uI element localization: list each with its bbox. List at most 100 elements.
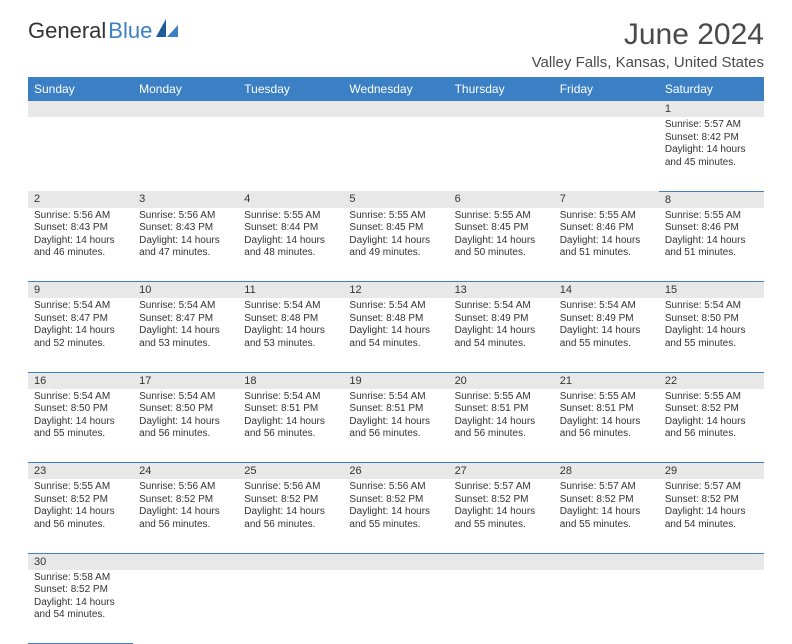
sunset-text: Sunset: 8:52 PM (665, 494, 758, 507)
daylight-text: Daylight: 14 hours and 56 minutes. (455, 416, 548, 441)
sunrise-text: Sunrise: 5:56 AM (139, 210, 232, 223)
day-cell: Sunrise: 5:54 AMSunset: 8:48 PMDaylight:… (343, 298, 448, 372)
day-cell-content: Sunrise: 5:54 AMSunset: 8:48 PMDaylight:… (238, 298, 343, 354)
sunrise-text: Sunrise: 5:55 AM (665, 210, 758, 223)
day-cell-content: Sunrise: 5:56 AMSunset: 8:52 PMDaylight:… (238, 479, 343, 535)
calendar-table: SundayMondayTuesdayWednesdayThursdayFrid… (28, 77, 764, 644)
title-block: June 2024 Valley Falls, Kansas, United S… (532, 18, 764, 71)
day-content-row: Sunrise: 5:56 AMSunset: 8:43 PMDaylight:… (28, 208, 764, 282)
day-number (238, 553, 343, 570)
day-cell (554, 570, 659, 644)
sunset-text: Sunset: 8:48 PM (349, 313, 442, 326)
day-number: 14 (554, 282, 659, 299)
day-cell (554, 117, 659, 191)
day-cell-content: Sunrise: 5:58 AMSunset: 8:52 PMDaylight:… (28, 570, 133, 626)
day-number (449, 553, 554, 570)
weekday-header: Thursday (449, 77, 554, 101)
sunrise-text: Sunrise: 5:54 AM (34, 391, 127, 404)
weekday-header-row: SundayMondayTuesdayWednesdayThursdayFrid… (28, 77, 764, 101)
sunrise-text: Sunrise: 5:55 AM (560, 210, 653, 223)
sunset-text: Sunset: 8:52 PM (34, 584, 127, 597)
day-cell: Sunrise: 5:57 AMSunset: 8:42 PMDaylight:… (659, 117, 764, 191)
day-cell-content: Sunrise: 5:55 AMSunset: 8:51 PMDaylight:… (449, 389, 554, 445)
day-cell: Sunrise: 5:55 AMSunset: 8:51 PMDaylight:… (449, 389, 554, 463)
day-cell: Sunrise: 5:55 AMSunset: 8:45 PMDaylight:… (343, 208, 448, 282)
sunrise-text: Sunrise: 5:55 AM (244, 210, 337, 223)
sunrise-text: Sunrise: 5:54 AM (139, 391, 232, 404)
day-cell-content: Sunrise: 5:57 AMSunset: 8:52 PMDaylight:… (659, 479, 764, 535)
weekday-header: Tuesday (238, 77, 343, 101)
daylight-text: Daylight: 14 hours and 55 minutes. (665, 325, 758, 350)
day-cell: Sunrise: 5:56 AMSunset: 8:52 PMDaylight:… (133, 479, 238, 553)
day-number (343, 553, 448, 570)
daylight-text: Daylight: 14 hours and 54 minutes. (455, 325, 548, 350)
day-number: 27 (449, 463, 554, 480)
day-cell: Sunrise: 5:54 AMSunset: 8:50 PMDaylight:… (659, 298, 764, 372)
sunset-text: Sunset: 8:52 PM (455, 494, 548, 507)
day-cell-content: Sunrise: 5:56 AMSunset: 8:43 PMDaylight:… (28, 208, 133, 264)
day-cell-content: Sunrise: 5:55 AMSunset: 8:45 PMDaylight:… (449, 208, 554, 264)
day-number: 13 (449, 282, 554, 299)
daylight-text: Daylight: 14 hours and 53 minutes. (244, 325, 337, 350)
daylight-text: Daylight: 14 hours and 48 minutes. (244, 235, 337, 260)
sunrise-text: Sunrise: 5:58 AM (34, 572, 127, 585)
logo-text-1: General (28, 18, 106, 44)
day-number (238, 101, 343, 117)
day-content-row: Sunrise: 5:55 AMSunset: 8:52 PMDaylight:… (28, 479, 764, 553)
day-cell: Sunrise: 5:55 AMSunset: 8:45 PMDaylight:… (449, 208, 554, 282)
day-number: 20 (449, 372, 554, 389)
sunrise-text: Sunrise: 5:54 AM (139, 300, 232, 313)
sunrise-text: Sunrise: 5:56 AM (34, 210, 127, 223)
daylight-text: Daylight: 14 hours and 53 minutes. (139, 325, 232, 350)
daylight-text: Daylight: 14 hours and 54 minutes. (349, 325, 442, 350)
day-number: 1 (659, 101, 764, 117)
day-cell (343, 117, 448, 191)
sunset-text: Sunset: 8:46 PM (665, 222, 758, 235)
day-number: 26 (343, 463, 448, 480)
sunrise-text: Sunrise: 5:55 AM (455, 210, 548, 223)
day-cell (343, 570, 448, 644)
sunrise-text: Sunrise: 5:55 AM (455, 391, 548, 404)
sunset-text: Sunset: 8:45 PM (455, 222, 548, 235)
sunset-text: Sunset: 8:47 PM (34, 313, 127, 326)
day-number: 25 (238, 463, 343, 480)
day-cell: Sunrise: 5:55 AMSunset: 8:51 PMDaylight:… (554, 389, 659, 463)
day-cell: Sunrise: 5:55 AMSunset: 8:52 PMDaylight:… (659, 389, 764, 463)
day-cell-content: Sunrise: 5:54 AMSunset: 8:50 PMDaylight:… (133, 389, 238, 445)
day-number: 24 (133, 463, 238, 480)
sunset-text: Sunset: 8:51 PM (560, 403, 653, 416)
day-number: 11 (238, 282, 343, 299)
sunset-text: Sunset: 8:44 PM (244, 222, 337, 235)
day-cell-content: Sunrise: 5:55 AMSunset: 8:52 PMDaylight:… (659, 389, 764, 445)
sunset-text: Sunset: 8:52 PM (34, 494, 127, 507)
day-cell-content: Sunrise: 5:57 AMSunset: 8:52 PMDaylight:… (449, 479, 554, 535)
sunrise-text: Sunrise: 5:54 AM (349, 391, 442, 404)
day-number: 12 (343, 282, 448, 299)
daylight-text: Daylight: 14 hours and 51 minutes. (560, 235, 653, 260)
sunrise-text: Sunrise: 5:56 AM (244, 481, 337, 494)
daylight-text: Daylight: 14 hours and 49 minutes. (349, 235, 442, 260)
day-cell: Sunrise: 5:54 AMSunset: 8:50 PMDaylight:… (133, 389, 238, 463)
sunrise-text: Sunrise: 5:57 AM (560, 481, 653, 494)
day-cell (238, 117, 343, 191)
sunset-text: Sunset: 8:42 PM (665, 132, 758, 145)
day-number (449, 101, 554, 117)
day-cell-content: Sunrise: 5:54 AMSunset: 8:47 PMDaylight:… (28, 298, 133, 354)
day-cell: Sunrise: 5:54 AMSunset: 8:47 PMDaylight:… (28, 298, 133, 372)
day-number: 21 (554, 372, 659, 389)
sunset-text: Sunset: 8:43 PM (139, 222, 232, 235)
sunset-text: Sunset: 8:51 PM (455, 403, 548, 416)
daylight-text: Daylight: 14 hours and 56 minutes. (244, 416, 337, 441)
sunset-text: Sunset: 8:49 PM (560, 313, 653, 326)
day-content-row: Sunrise: 5:58 AMSunset: 8:52 PMDaylight:… (28, 570, 764, 644)
day-cell-content: Sunrise: 5:54 AMSunset: 8:47 PMDaylight:… (133, 298, 238, 354)
day-cell-content: Sunrise: 5:54 AMSunset: 8:49 PMDaylight:… (554, 298, 659, 354)
weekday-header: Wednesday (343, 77, 448, 101)
logo-sail-icon (156, 19, 178, 37)
sunrise-text: Sunrise: 5:54 AM (560, 300, 653, 313)
day-cell (449, 117, 554, 191)
sunrise-text: Sunrise: 5:54 AM (244, 391, 337, 404)
day-cell: Sunrise: 5:55 AMSunset: 8:44 PMDaylight:… (238, 208, 343, 282)
day-cell: Sunrise: 5:56 AMSunset: 8:52 PMDaylight:… (238, 479, 343, 553)
day-cell: Sunrise: 5:57 AMSunset: 8:52 PMDaylight:… (659, 479, 764, 553)
